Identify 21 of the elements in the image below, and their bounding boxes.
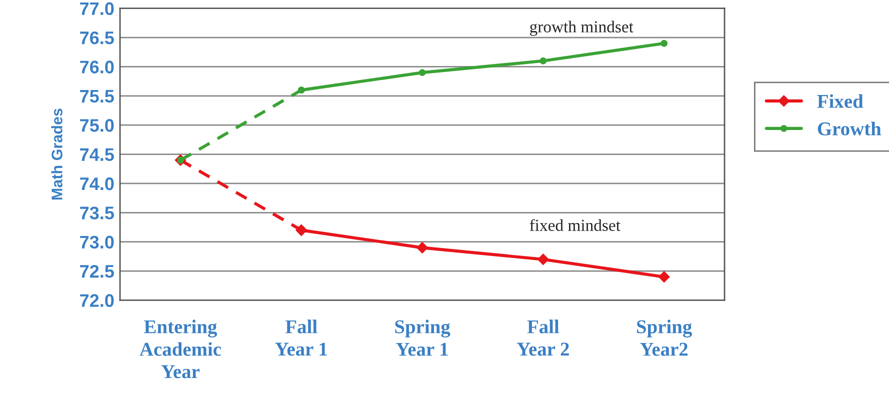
y-tick-label: 75.0 — [80, 119, 114, 132]
x-tick-label: Spring Year 1 — [395, 320, 450, 356]
legend-label: Fixed — [817, 94, 864, 108]
y-tick-label: 75.5 — [80, 90, 114, 103]
y-tick-label: 74.0 — [80, 177, 114, 190]
x-tick-label: Fall Year 2 — [516, 320, 569, 356]
x-tick-label: Spring Year2 — [637, 320, 692, 356]
y-tick-label: 76.0 — [80, 60, 114, 74]
y-axis-title: Math Grades — [51, 108, 62, 200]
legend-label: Growth — [818, 122, 882, 136]
y-tick-label: 72.5 — [80, 264, 114, 278]
y-tick-label: 73.0 — [80, 236, 114, 249]
annotation: fixed mindset — [530, 219, 620, 231]
y-tick-label: 72.0 — [80, 294, 114, 307]
y-tick-label: 73.5 — [80, 206, 114, 220]
y-tick-label: 77.0 — [80, 2, 114, 16]
y-tick-label: 76.5 — [80, 31, 114, 44]
y-tick-label: 74.5 — [80, 148, 114, 162]
annotation: growth mindset — [530, 20, 634, 36]
x-tick-label: Fall Year 1 — [275, 320, 327, 356]
x-tick-label: Entering Academic Year — [140, 320, 222, 378]
